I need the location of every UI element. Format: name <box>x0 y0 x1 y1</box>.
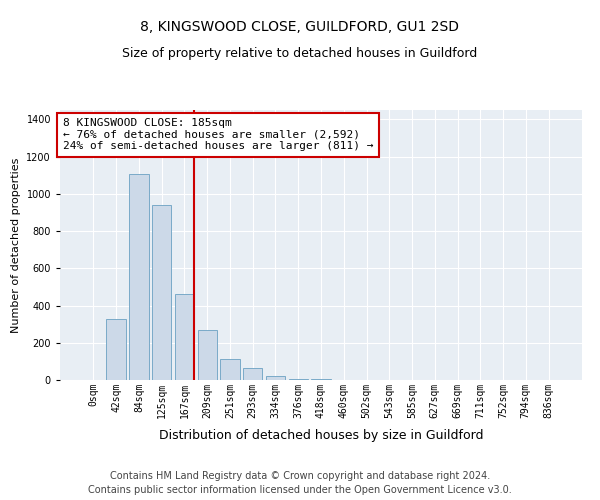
Bar <box>243 368 262 380</box>
Bar <box>266 376 285 380</box>
Bar <box>175 294 194 380</box>
Bar <box>220 358 239 380</box>
X-axis label: Distribution of detached houses by size in Guildford: Distribution of detached houses by size … <box>159 429 483 442</box>
Bar <box>289 378 308 380</box>
Text: Size of property relative to detached houses in Guildford: Size of property relative to detached ho… <box>122 48 478 60</box>
Y-axis label: Number of detached properties: Number of detached properties <box>11 158 21 332</box>
Bar <box>197 330 217 380</box>
Bar <box>152 205 172 380</box>
Text: Contains HM Land Registry data © Crown copyright and database right 2024.
Contai: Contains HM Land Registry data © Crown c… <box>88 471 512 495</box>
Text: 8, KINGSWOOD CLOSE, GUILDFORD, GU1 2SD: 8, KINGSWOOD CLOSE, GUILDFORD, GU1 2SD <box>140 20 460 34</box>
Bar <box>129 174 149 380</box>
Bar <box>106 320 126 380</box>
Text: 8 KINGSWOOD CLOSE: 185sqm
← 76% of detached houses are smaller (2,592)
24% of se: 8 KINGSWOOD CLOSE: 185sqm ← 76% of detac… <box>62 118 373 152</box>
